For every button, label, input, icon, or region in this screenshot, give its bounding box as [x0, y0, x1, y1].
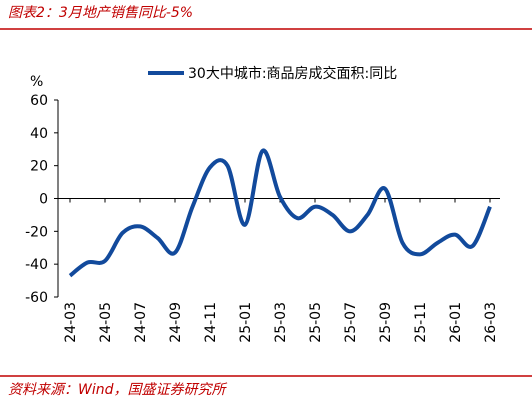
chart-title: 图表2：3月地产销售同比-5%	[8, 5, 193, 21]
y-tick-label: 0	[39, 192, 48, 208]
y-tick-label: -40	[25, 257, 48, 273]
x-tick-label: 24-11	[203, 302, 219, 343]
x-tick-label: 24-07	[133, 302, 149, 343]
x-tick-label: 25-07	[343, 302, 359, 343]
x-tick-label: 25-05	[308, 302, 324, 343]
x-tick-label: 25-09	[378, 302, 394, 343]
x-tick-label: 26-01	[448, 302, 464, 343]
x-tick-label: 24-09	[168, 302, 184, 343]
x-tick-label: 24-03	[63, 302, 79, 343]
y-tick-label: -20	[25, 224, 48, 240]
x-tick-label: 26-03	[483, 302, 499, 343]
legend-label: 30大中城市:商品房成交面积:同比	[188, 65, 397, 82]
source: 资料来源：Wind，国盛证券研究所	[8, 382, 227, 398]
y-tick-label: -60	[25, 290, 48, 306]
x-tick-label: 24-05	[98, 302, 114, 343]
y-tick-label: 20	[30, 159, 48, 175]
x-tick-label: 25-01	[238, 302, 254, 343]
y-tick-label: 40	[30, 126, 48, 142]
x-tick-label: 25-11	[413, 302, 429, 343]
y-axis-label: %	[30, 74, 43, 90]
x-tick-label: 25-03	[273, 302, 289, 343]
y-tick-label: 60	[30, 93, 48, 109]
series-line	[68, 148, 492, 278]
